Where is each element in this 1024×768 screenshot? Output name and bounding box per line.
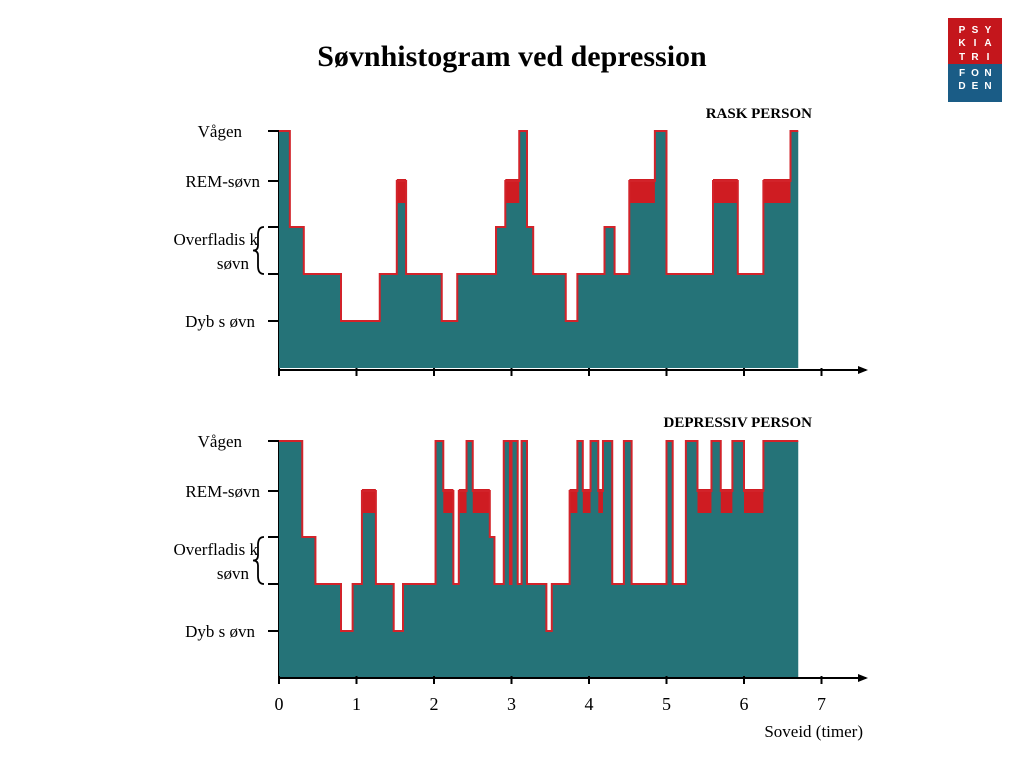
rem-block xyxy=(629,179,655,203)
logo-letter: I xyxy=(973,38,977,50)
y-label-light-2: søvn xyxy=(217,254,250,273)
y-label-light-2: søvn xyxy=(217,564,250,583)
y-label-rem: REM-søvn xyxy=(185,172,260,191)
panel-subtitle: DEPRESSIV PERSON xyxy=(663,415,812,431)
panel-subtitle: RASK PERSON xyxy=(706,106,812,122)
logo-letter: P xyxy=(958,25,966,37)
y-label-rem: REM-søvn xyxy=(185,482,260,501)
rem-block xyxy=(582,489,591,513)
rem-block xyxy=(505,179,520,203)
x-tick-label: 7 xyxy=(817,694,826,714)
sleep-stage-line xyxy=(279,440,799,632)
rem-block xyxy=(443,489,454,513)
rem-block xyxy=(763,179,791,203)
logo-letter: T xyxy=(958,51,966,63)
y-label-light: Overfladis k xyxy=(173,540,258,559)
logo-letter: O xyxy=(971,68,979,79)
rem-block xyxy=(720,489,733,513)
logo-letter: N xyxy=(984,81,992,92)
x-tick-label: 1 xyxy=(352,694,361,714)
rem-block xyxy=(396,179,407,203)
y-label-wake: Vågen xyxy=(198,122,243,141)
light-sleep-brace xyxy=(252,226,265,275)
x-tick-label: 2 xyxy=(430,694,439,714)
rem-block xyxy=(472,489,490,513)
x-tick-label: 6 xyxy=(740,694,749,714)
sleep-area xyxy=(279,441,799,678)
x-axis-label: Soveid (timer) xyxy=(764,722,863,741)
sleep-stage-line xyxy=(279,130,799,322)
light-sleep-brace xyxy=(252,536,265,585)
logo-letter: I xyxy=(986,51,990,63)
x-tick-label: 0 xyxy=(275,694,284,714)
x-axis-arrow xyxy=(858,674,868,682)
rem-block xyxy=(697,489,712,513)
page-title: Søvnhistogram ved depression xyxy=(317,40,707,73)
rem-block xyxy=(361,489,376,513)
x-axis-arrow xyxy=(858,366,868,374)
logo-letter: K xyxy=(958,38,966,50)
rem-block xyxy=(744,489,764,513)
rem-block xyxy=(458,489,467,513)
y-label-light: Overfladis k xyxy=(173,230,258,249)
y-label-wake: Vågen xyxy=(198,432,243,451)
logo-letter: R xyxy=(971,51,979,63)
logo-letter: F xyxy=(958,68,966,79)
logo-letter: Y xyxy=(984,25,992,37)
rem-block xyxy=(569,489,578,513)
rem-block xyxy=(598,489,603,513)
y-label-deep: Dyb s øvn xyxy=(185,622,255,641)
rem-block xyxy=(713,179,738,203)
sleep-area xyxy=(279,131,799,368)
x-tick-label: 4 xyxy=(585,694,594,714)
y-label-deep: Dyb s øvn xyxy=(185,312,255,331)
x-tick-label: 5 xyxy=(662,694,671,714)
logo-letter: A xyxy=(984,38,992,50)
logo-letter: E xyxy=(971,81,979,92)
logo-letter: D xyxy=(958,81,966,92)
x-tick-label: 3 xyxy=(507,694,516,714)
logo-letter: N xyxy=(984,68,992,79)
logo-letter: S xyxy=(971,25,979,37)
